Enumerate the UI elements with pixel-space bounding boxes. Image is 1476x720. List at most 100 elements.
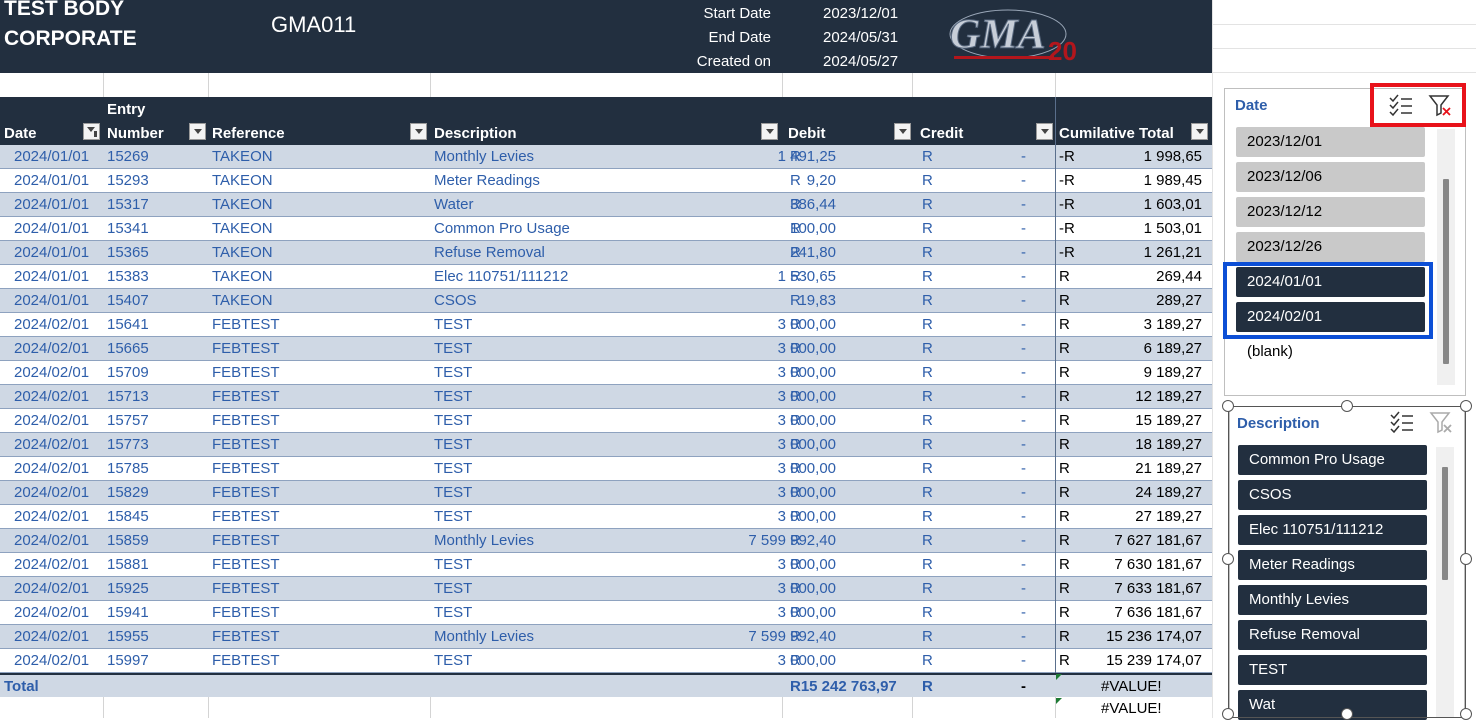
cell-credit: - <box>1021 532 1026 549</box>
company-name-line1: TEST BODY <box>4 0 125 20</box>
table-row[interactable]: 2024/02/01 15997 FEBTEST TEST R 3 000,00 R - R 15… <box>0 649 1212 673</box>
table-row[interactable]: 2024/01/01 15269 TAKEON Monthly Levies R 1 49… <box>0 145 1212 169</box>
date-slicer-item[interactable]: 2023/12/06 <box>1236 162 1425 192</box>
date-slicer-item[interactable]: 2023/12/01 <box>1236 127 1425 157</box>
cell-debit: 3 000,00 <box>777 652 836 669</box>
resize-handle-tr[interactable] <box>1460 400 1472 412</box>
description-slicer-item[interactable]: Elec 110751/111212 <box>1238 515 1427 545</box>
description-slicer-item[interactable]: TEST <box>1238 655 1427 685</box>
date-slicer-item[interactable]: 2023/12/26 <box>1236 232 1425 262</box>
cell-reference: TAKEON <box>212 268 273 285</box>
credit-filter-icon[interactable] <box>1036 123 1053 140</box>
cell-entry-number: 15317 <box>107 196 149 213</box>
description-slicer-item[interactable]: CSOS <box>1238 480 1427 510</box>
created-on-value: 2024/05/27 <box>823 53 899 70</box>
cell-debit-currency: R <box>790 628 801 645</box>
table-row[interactable]: 2024/02/01 15845 FEBTEST TEST R 3 000,00 R - R 27… <box>0 505 1212 529</box>
table-row[interactable]: 2024/01/01 15365 TAKEON Refuse Removal R 241,… <box>0 241 1212 265</box>
resize-handle-tc[interactable] <box>1341 400 1353 412</box>
table-row[interactable]: 2024/02/01 15941 FEBTEST TEST R 3 000,00 R - R 7 … <box>0 601 1212 625</box>
cell-reference: TAKEON <box>212 196 273 213</box>
debit-filter-icon[interactable] <box>894 123 911 140</box>
resize-handle-br[interactable] <box>1460 708 1472 720</box>
cell-credit-currency: R <box>922 484 933 501</box>
header-date: Date <box>4 125 37 142</box>
table-row[interactable]: 2024/01/01 15317 TAKEON Water R 386,44 R - -R 1 6… <box>0 193 1212 217</box>
description-slicer-item[interactable]: Wat <box>1238 690 1427 720</box>
cell-credit-currency: R <box>922 268 933 285</box>
cell-debit: 3 000,00 <box>777 484 836 501</box>
cell-description: Meter Readings <box>434 172 540 189</box>
total-label: Total <box>4 678 39 695</box>
cumulative-filter-icon[interactable] <box>1191 123 1208 140</box>
cell-debit-currency: R <box>790 268 801 285</box>
description-slicer[interactable]: Description Common Pro Usage CSOS Elec 110… <box>1229 406 1465 720</box>
cell-reference: TAKEON <box>212 244 273 261</box>
cell-credit: - <box>1021 460 1026 477</box>
cell-cumulative-total: 15 239 174,07 <box>1106 652 1202 669</box>
cell-debit: 241,80 <box>790 244 836 261</box>
resize-handle-tl[interactable] <box>1222 400 1234 412</box>
description-slicer-item[interactable]: Refuse Removal <box>1238 620 1427 650</box>
resize-handle-bl[interactable] <box>1222 708 1234 720</box>
cell-credit: - <box>1021 196 1026 213</box>
table-row[interactable]: 2024/02/01 15829 FEBTEST TEST R 3 000,00 R - R 24… <box>0 481 1212 505</box>
cell-credit: - <box>1021 172 1026 189</box>
description-slicer-item[interactable]: Meter Readings <box>1238 550 1427 580</box>
reference-filter-icon[interactable] <box>410 123 427 140</box>
date-slicer-item[interactable]: (blank) <box>1247 343 1293 360</box>
cell-cumulative-currency: R <box>1059 388 1070 405</box>
table-row[interactable]: 2024/02/01 15785 FEBTEST TEST R 3 000,00 R - R 21… <box>0 457 1212 481</box>
table-row[interactable]: 2024/01/01 15341 TAKEON Common Pro Usage R 10… <box>0 217 1212 241</box>
table-row[interactable]: 2024/02/01 15925 FEBTEST TEST R 3 000,00 R - R 7 … <box>0 577 1212 601</box>
table-row[interactable]: 2024/02/01 15773 FEBTEST TEST R 3 000,00 R - R 18… <box>0 433 1212 457</box>
slicer-selection-frame <box>1228 406 1466 718</box>
description-slicer-item[interactable]: Monthly Levies <box>1238 585 1427 615</box>
description-slicer-item[interactable]: Common Pro Usage <box>1238 445 1427 475</box>
cell-credit-currency: R <box>922 340 933 357</box>
table-row[interactable]: 2024/02/01 15881 FEBTEST TEST R 3 000,00 R - R 7 … <box>0 553 1212 577</box>
date-slicer[interactable]: Date 2023/12/01 2023/12/06 2023/12/12 2023/… <box>1224 88 1466 396</box>
cell-description: Common Pro Usage <box>434 220 570 237</box>
multi-select-icon[interactable] <box>1388 93 1414 117</box>
cell-credit-currency: R <box>922 244 933 261</box>
table-row[interactable]: 2024/01/01 15383 TAKEON Elec 110751/111212 R… <box>0 265 1212 289</box>
cell-reference: TAKEON <box>212 220 273 237</box>
table-row[interactable]: 2024/02/01 15955 FEBTEST Monthly Levies R 7 5… <box>0 625 1212 649</box>
date-slicer-item[interactable]: 2023/12/12 <box>1236 197 1425 227</box>
table-row[interactable]: 2024/01/01 15407 TAKEON CSOS R 19,83 R - R 289,27 <box>0 289 1212 313</box>
total-credit-currency: R <box>922 678 933 695</box>
table-row[interactable]: 2024/02/01 15709 FEBTEST TEST R 3 000,00 R - R 9 … <box>0 361 1212 385</box>
cell-entry-number: 15383 <box>107 268 149 285</box>
cell-debit-currency: R <box>790 412 801 429</box>
cell-cumulative-total: 9 189,27 <box>1143 364 1202 381</box>
entry-number-filter-icon[interactable] <box>189 123 206 140</box>
below-total-value: #VALUE! <box>1101 700 1162 717</box>
description-slicer-scrollbar[interactable] <box>1436 447 1454 717</box>
description-filter-icon[interactable] <box>761 123 778 140</box>
resize-handle-ml[interactable] <box>1222 553 1234 565</box>
cell-cumulative-total: 21 189,27 <box>1135 460 1202 477</box>
table-row[interactable]: 2024/02/01 15859 FEBTEST Monthly Levies R 7 5… <box>0 529 1212 553</box>
table-row[interactable]: 2024/02/01 15757 FEBTEST TEST R 3 000,00 R - R 15… <box>0 409 1212 433</box>
multi-select-icon-2[interactable] <box>1389 410 1415 434</box>
date-slicer-scrollbar[interactable] <box>1437 129 1455 385</box>
cell-cumulative-total: 1 603,01 <box>1143 196 1202 213</box>
table-row[interactable]: 2024/01/01 15293 TAKEON Meter Readings R 9,20… <box>0 169 1212 193</box>
date-slicer-item[interactable]: 2024/01/01 <box>1236 267 1425 297</box>
table-row[interactable]: 2024/02/01 15641 FEBTEST TEST R 3 000,00 R - R 3 … <box>0 313 1212 337</box>
table-row[interactable]: 2024/02/01 15665 FEBTEST TEST R 3 000,00 R - R 6 … <box>0 337 1212 361</box>
cell-entry-number: 15955 <box>107 628 149 645</box>
cell-entry-number: 15341 <box>107 220 149 237</box>
cell-date: 2024/02/01 <box>14 508 90 525</box>
clear-filter-icon[interactable] <box>1428 93 1454 117</box>
date-slicer-item[interactable]: 2024/02/01 <box>1236 302 1425 332</box>
cell-cumulative-total: 7 630 181,67 <box>1114 556 1202 573</box>
date-filter-active-icon[interactable] <box>83 123 100 140</box>
date-slicer-scroll-thumb[interactable] <box>1443 179 1449 364</box>
resize-handle-bc[interactable] <box>1341 708 1353 720</box>
cell-debit: 3 000,00 <box>777 460 836 477</box>
description-slicer-scroll-thumb[interactable] <box>1442 467 1448 580</box>
resize-handle-mr[interactable] <box>1460 553 1472 565</box>
table-row[interactable]: 2024/02/01 15713 FEBTEST TEST R 3 000,00 R - R 12… <box>0 385 1212 409</box>
